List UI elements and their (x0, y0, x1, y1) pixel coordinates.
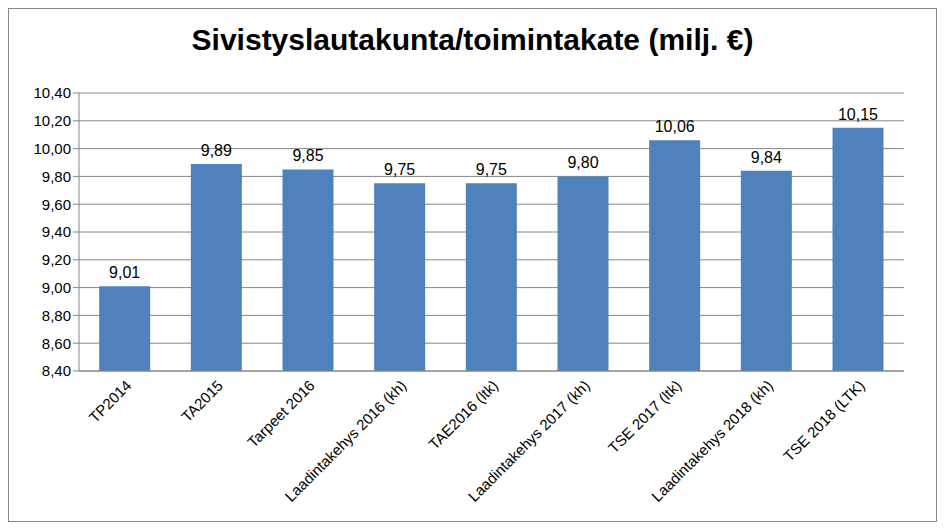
svg-text:8,60: 8,60 (42, 335, 71, 352)
svg-text:9,20: 9,20 (42, 251, 71, 268)
svg-text:TSE 2017 (ltk): TSE 2017 (ltk) (605, 377, 685, 457)
html-text:Sivistyslautakunta/toimintakat: Sivistyslautakunta/toimintakate (milj. €… (191, 23, 754, 56)
svg-text:9,80: 9,80 (567, 154, 598, 171)
svg-text:8,80: 8,80 (42, 307, 71, 324)
svg-text:Laadintakehys 2018 (kh): Laadintakehys 2018 (kh) (648, 377, 776, 505)
svg-text:TSE 2018 (LTK): TSE 2018 (LTK) (780, 377, 868, 465)
svg-text:9,89: 9,89 (201, 142, 232, 159)
svg-text:9,75: 9,75 (384, 161, 415, 178)
svg-text:TP2014: TP2014 (85, 377, 134, 426)
svg-text:9,80: 9,80 (42, 168, 71, 185)
svg-text:9,75: 9,75 (476, 161, 507, 178)
svg-text:10,06: 10,06 (655, 118, 695, 135)
svg-text:TAE2016 (ltk): TAE2016 (ltk) (425, 377, 501, 453)
svg-text:9,85: 9,85 (292, 147, 323, 164)
svg-text:Laadintakehys 2017 (kh): Laadintakehys 2017 (kh) (465, 377, 593, 505)
svg-text:Laadintakehys 2016 (kh): Laadintakehys 2016 (kh) (281, 377, 409, 505)
svg-text:9,60: 9,60 (42, 196, 71, 213)
svg-text:9,01: 9,01 (109, 264, 140, 281)
svg-text:9,84: 9,84 (751, 149, 782, 166)
svg-text:10,20: 10,20 (33, 112, 71, 129)
svg-text:9,40: 9,40 (42, 223, 71, 240)
svg-text:10,15: 10,15 (838, 106, 878, 123)
svg-text:Tarpeet 2016: Tarpeet 2016 (244, 377, 318, 451)
svg-text:TA2015: TA2015 (178, 377, 226, 425)
svg-text:9,00: 9,00 (42, 279, 71, 296)
svg-text:8,40: 8,40 (42, 362, 71, 379)
svg-text:10,00: 10,00 (33, 140, 71, 157)
svg-text:10,40: 10,40 (33, 84, 71, 101)
